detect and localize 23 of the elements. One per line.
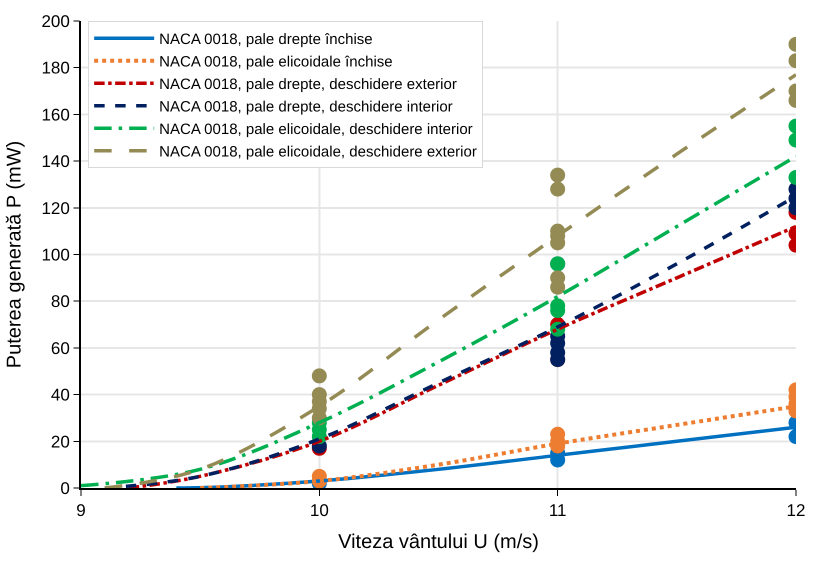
x-axis-title: Viteza vântului U (m/s) [338, 531, 539, 554]
legend-label: NACA 0018, pale elicoidale, deschidere interior [159, 121, 473, 138]
legend-label: NACA 0018, pale elicoidale închise [159, 54, 393, 71]
y-tick-label: 40 [50, 386, 70, 405]
y-tick-label: 180 [41, 58, 70, 78]
x-tick-label: 9 [76, 501, 86, 520]
y-tick-label: 80 [50, 292, 70, 312]
y-axis-title: Puterea generată P (mW) [3, 140, 26, 368]
y-tick-label: 140 [41, 152, 70, 172]
legend-label: NACA 0018, pale drepte, deschidere interior [159, 98, 453, 116]
legend-label: NACA 0018, pale drepte, deschidere exterior [159, 76, 457, 94]
y-tick-label: 120 [41, 198, 70, 218]
x-tick-label: 11 [548, 501, 566, 520]
x-tick-label: 10 [310, 501, 329, 520]
x-tick-label: 12 [786, 501, 806, 520]
y-tick-label: 200 [41, 12, 70, 31]
y-tick-label: 60 [50, 338, 70, 358]
y-tick-label: 160 [41, 105, 70, 124]
y-tick-label: 100 [41, 245, 70, 264]
y-tick-label: 0 [60, 478, 70, 498]
legend-label: NACA 0018, pale drepte închise [159, 31, 373, 48]
legend-label: NACA 0018, pale elicoidale, deschidere exterior [159, 144, 477, 161]
y-tick-label: 20 [50, 432, 70, 452]
